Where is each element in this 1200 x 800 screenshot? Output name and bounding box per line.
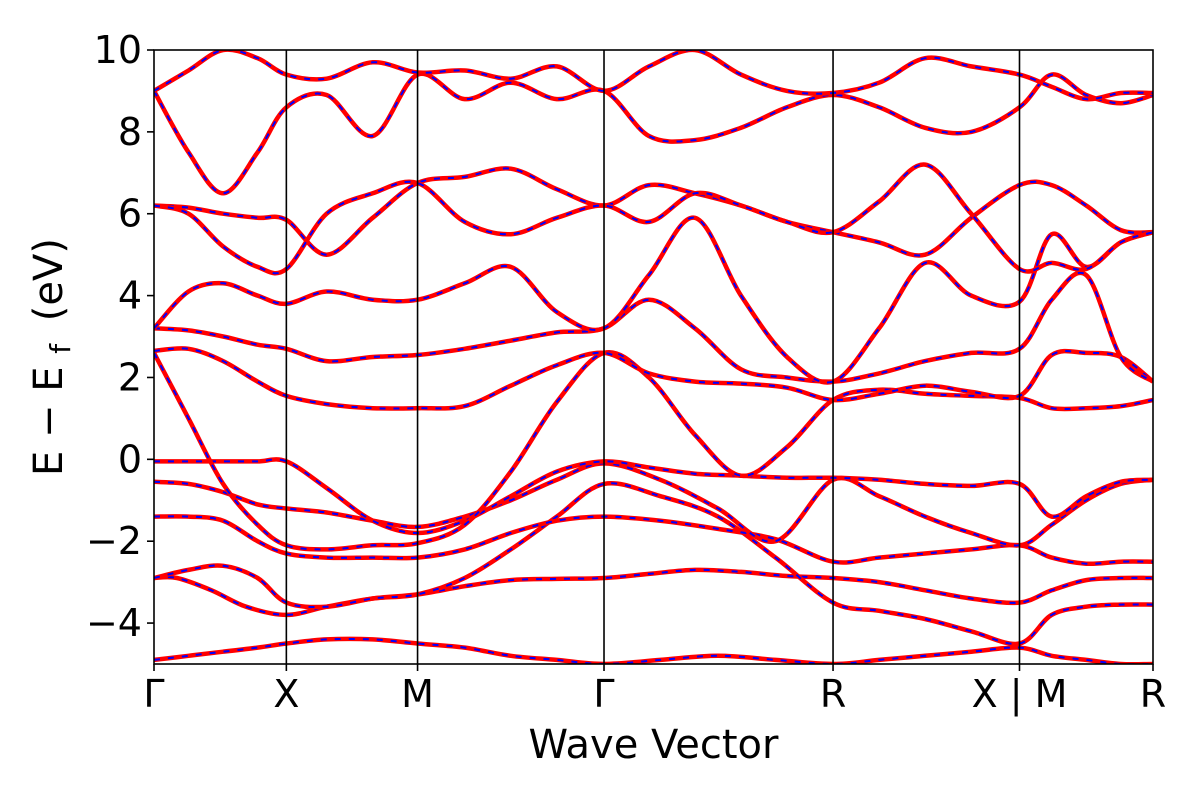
band-1-blue [154, 637, 1153, 664]
y-tick-label: 4 [118, 274, 142, 318]
x-tick-label: X | M [972, 672, 1068, 717]
band-3-red [154, 480, 1153, 647]
band-9 [154, 270, 1153, 384]
y-axis-title: E − E f (eV) [26, 238, 80, 476]
band-9-red [154, 270, 1153, 384]
band-1 [154, 636, 1153, 664]
band-5-red [154, 461, 1153, 548]
band-4 [154, 514, 1153, 567]
band-3-blue [154, 482, 1153, 645]
band-3 [154, 480, 1153, 647]
band-9-blue [154, 271, 1153, 383]
band-12 [154, 162, 1153, 276]
band-12-red [154, 162, 1153, 276]
band-14-red [154, 50, 1153, 102]
high-symmetry-lines [285, 50, 1021, 664]
y-axis-title-unit: (eV) [26, 238, 72, 321]
x-axis-ticks: Γ X M Γ R X | M R [143, 664, 1166, 717]
y-axis-title-subscript: f [44, 343, 77, 354]
x-tick-label: R [820, 672, 846, 716]
y-tick-label: −2 [86, 519, 142, 563]
y-axis-ticks: −4 −2 0 2 4 6 8 10 [86, 28, 154, 645]
x-tick-label: R [1140, 672, 1166, 716]
x-tick-label: Γ [593, 672, 614, 716]
y-tick-label: −4 [86, 601, 142, 645]
band-lines [154, 50, 1153, 664]
x-tick-label: Γ [143, 672, 164, 716]
x-tick-label: M [401, 672, 434, 716]
plot-frame [153, 49, 1154, 665]
y-axis-title-main: E − E [26, 366, 72, 476]
band-5 [154, 461, 1153, 548]
band-14 [154, 50, 1153, 102]
x-axis-title: Wave Vector [529, 722, 780, 768]
band-8-red [154, 346, 1153, 411]
band-14-blue [154, 50, 1153, 101]
band-8 [154, 346, 1153, 411]
band-13-red [154, 71, 1153, 196]
y-tick-label: 10 [94, 28, 142, 72]
y-tick-label: 0 [118, 437, 142, 481]
y-tick-label: 6 [118, 192, 142, 236]
band-13 [154, 71, 1153, 196]
y-tick-label: 2 [118, 355, 142, 399]
x-tick-label: X [273, 672, 299, 716]
y-tick-label: 8 [118, 110, 142, 154]
band-2-blue [154, 568, 1153, 616]
band-4-blue [154, 515, 1153, 565]
band-13-blue [154, 72, 1153, 195]
